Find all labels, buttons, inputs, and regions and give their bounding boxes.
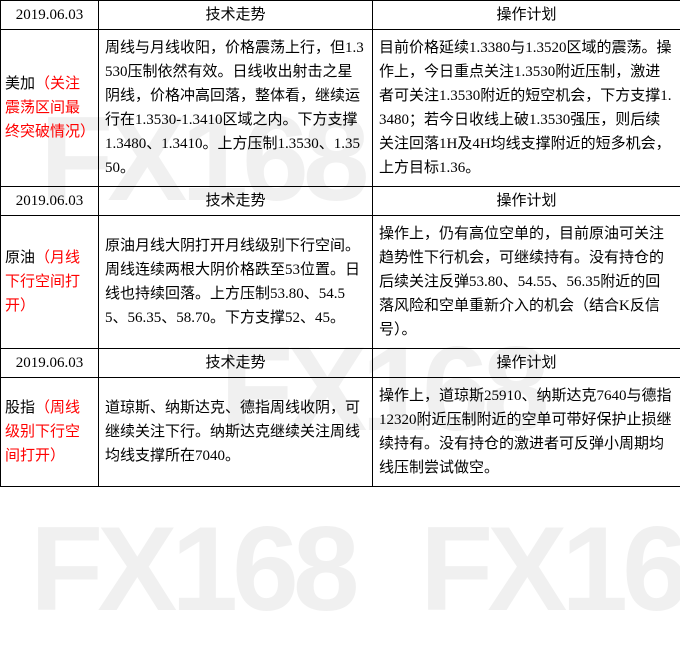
instrument-name: 美加 [5,76,35,92]
instrument-label: 美加（关注震荡区间最终突破情况） [1,30,99,187]
plan-header: 操作计划 [373,187,680,216]
trend-header: 技术走势 [99,1,373,30]
trend-header: 技术走势 [99,349,373,378]
plan-cell: 操作上，仍有高位空单的，目前原油可关注趋势性下行机会，可继续持有。没有持仓的后续… [373,216,680,349]
instrument-label: 股指（周线级别下行空间打开） [1,378,99,487]
watermark: FX168 [420,500,680,638]
trend-cell: 周线与月线收阳，价格震荡上行，但1.3530压制依然有效。日线收出射击之星阴线，… [99,30,373,187]
instrument-name: 股指 [5,400,35,416]
analysis-table: 2019.06.03技术走势操作计划美加（关注震荡区间最终突破情况）周线与月线收… [0,0,680,487]
trend-cell: 原油月线大阴打开月线级别下行空间。周线连续两根大阴价格跌至53位置。日线也持续回… [99,216,373,349]
trend-header: 技术走势 [99,187,373,216]
date-header: 2019.06.03 [1,349,99,378]
trend-cell: 道琼斯、纳斯达克、德指周线收阴，可继续关注下行。纳斯达克继续关注周线均线支撑所在… [99,378,373,487]
plan-cell: 目前价格延续1.3380与1.3520区域的震荡。操作上，今日重点关注1.353… [373,30,680,187]
instrument-label: 原油（月线下行空间打开） [1,216,99,349]
date-header: 2019.06.03 [1,187,99,216]
plan-cell: 操作上，道琼斯25910、纳斯达克7640与德指12320附近压制附近的空单可带… [373,378,680,487]
watermark: FX168 [30,500,354,638]
plan-header: 操作计划 [373,1,680,30]
instrument-name: 原油 [5,250,35,266]
date-header: 2019.06.03 [1,1,99,30]
plan-header: 操作计划 [373,349,680,378]
